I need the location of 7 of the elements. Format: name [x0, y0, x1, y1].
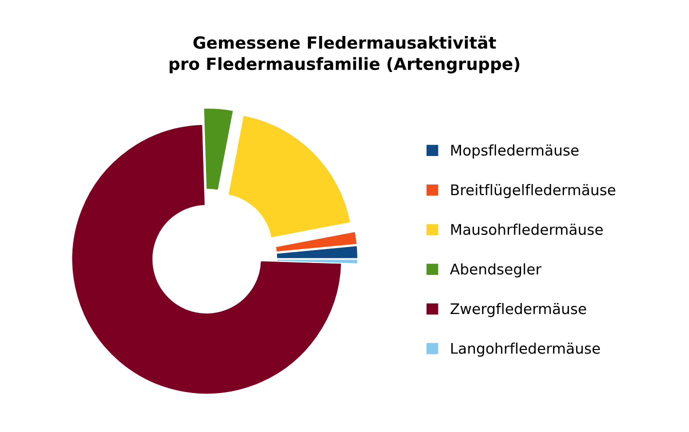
legend-label: Abendsegler: [450, 263, 542, 278]
legend-label: Zwergfledermäuse: [450, 302, 586, 318]
chart-title: Gemessene Fledermausaktivität pro Fledermausfamilie (Artengruppe): [170, 36, 520, 74]
legend-label: Mopsfledermäuse: [451, 144, 579, 159]
legend-label: Langohrfledermäuse: [451, 342, 600, 357]
legend-label: Mausohrfledermäuse: [451, 224, 603, 235]
legend-label: Breitflügelfledermäuse: [451, 184, 616, 198]
